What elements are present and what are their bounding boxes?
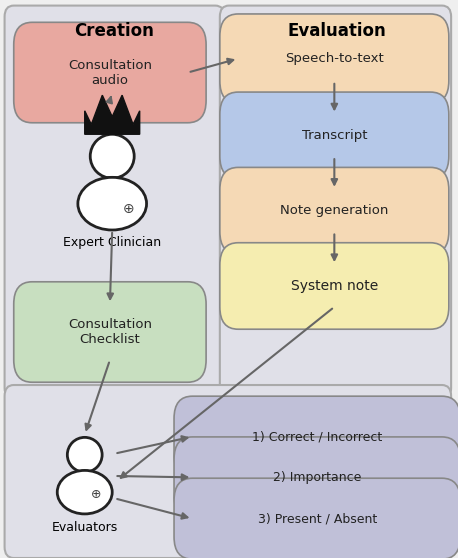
- FancyBboxPatch shape: [220, 6, 451, 399]
- FancyBboxPatch shape: [174, 478, 458, 558]
- FancyBboxPatch shape: [174, 396, 458, 477]
- Text: Evaluators: Evaluators: [52, 521, 118, 534]
- Text: ⊕: ⊕: [122, 202, 134, 217]
- Text: System note: System note: [291, 279, 378, 293]
- FancyBboxPatch shape: [5, 6, 224, 399]
- FancyBboxPatch shape: [14, 282, 206, 382]
- Ellipse shape: [90, 134, 134, 178]
- Text: 1) Correct / Incorrect: 1) Correct / Incorrect: [252, 430, 382, 443]
- Text: Creation: Creation: [75, 22, 154, 40]
- Text: Expert Clinician: Expert Clinician: [63, 236, 161, 249]
- FancyBboxPatch shape: [174, 437, 458, 518]
- Text: 3) Present / Absent: 3) Present / Absent: [257, 512, 377, 525]
- Ellipse shape: [57, 470, 112, 514]
- FancyBboxPatch shape: [5, 385, 451, 558]
- Polygon shape: [85, 95, 140, 134]
- FancyBboxPatch shape: [220, 243, 449, 329]
- Text: ⊕: ⊕: [91, 488, 101, 502]
- Text: 2) Importance: 2) Importance: [273, 471, 361, 484]
- FancyBboxPatch shape: [220, 167, 449, 254]
- Text: Evaluation: Evaluation: [287, 22, 386, 40]
- FancyBboxPatch shape: [14, 22, 206, 123]
- Text: Consultation
audio: Consultation audio: [68, 59, 152, 86]
- FancyBboxPatch shape: [220, 14, 449, 103]
- Text: Note generation: Note generation: [280, 204, 388, 217]
- Text: Transcript: Transcript: [301, 129, 367, 142]
- Ellipse shape: [67, 437, 102, 472]
- FancyBboxPatch shape: [220, 92, 449, 179]
- Text: Speech-to-text: Speech-to-text: [285, 52, 384, 65]
- Ellipse shape: [78, 177, 147, 230]
- Text: Consultation
Checklist: Consultation Checklist: [68, 318, 152, 346]
